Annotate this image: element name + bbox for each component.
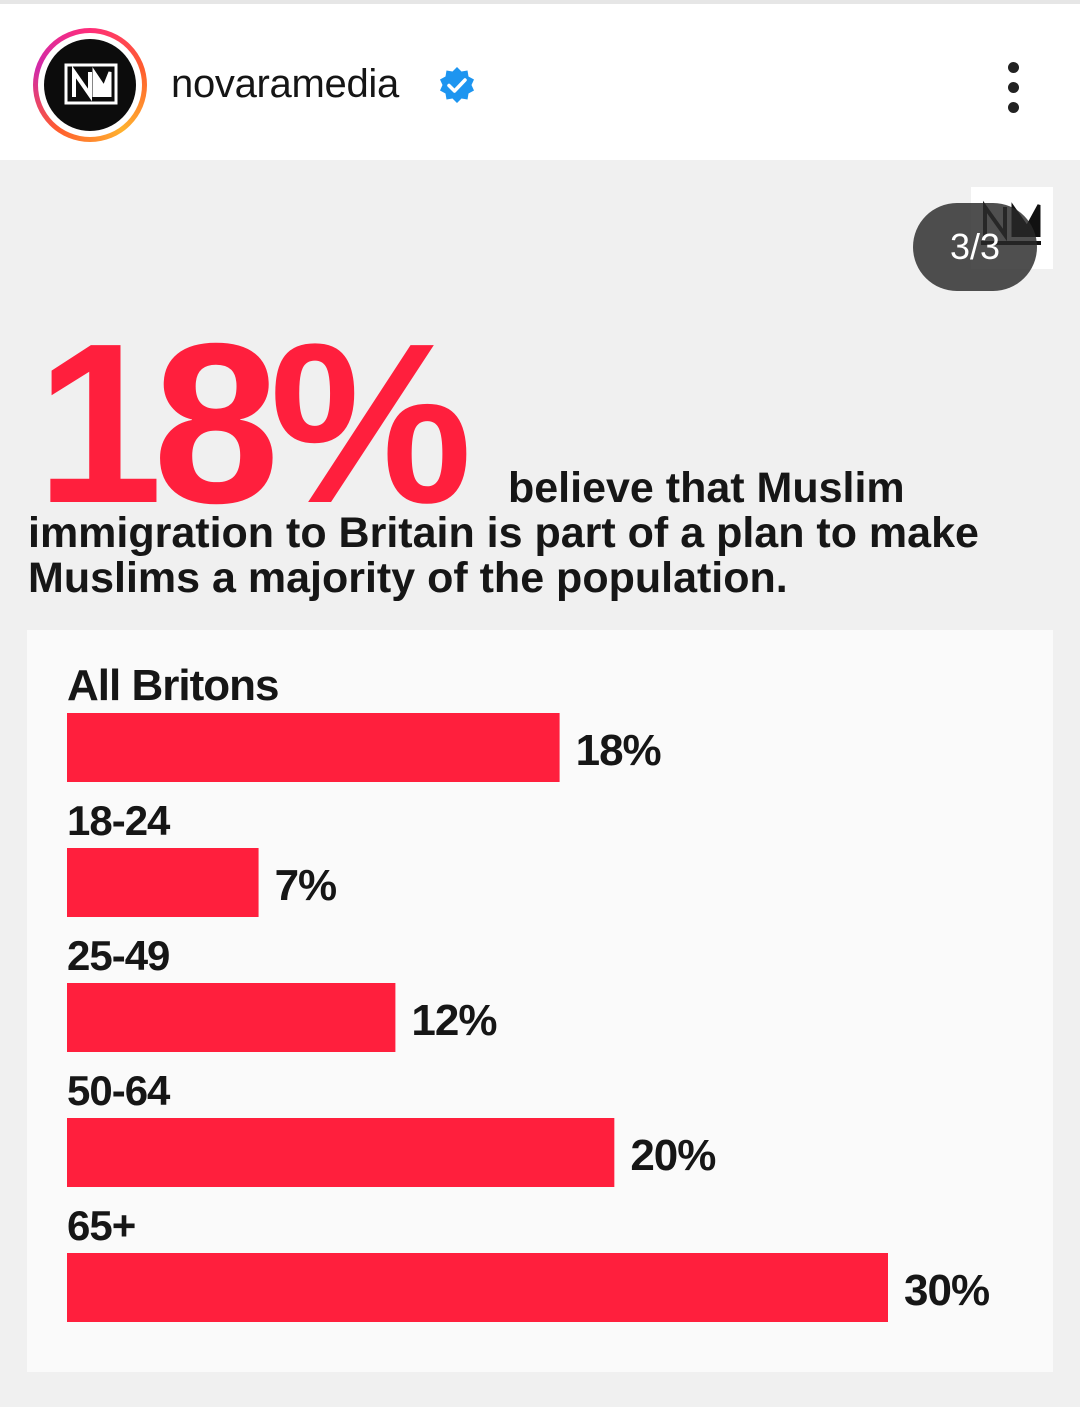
category-label: 18-24 xyxy=(67,797,171,844)
post-header: novaramedia xyxy=(0,4,1080,160)
value-label: 12% xyxy=(411,996,496,1045)
value-label: 18% xyxy=(576,726,661,775)
bar xyxy=(67,713,560,782)
slide-counter: 3/3 xyxy=(913,203,1037,291)
category-label: 65+ xyxy=(67,1202,135,1249)
bar xyxy=(67,848,259,917)
username[interactable]: novaramedia xyxy=(171,62,399,106)
value-label: 20% xyxy=(630,1131,715,1180)
novara-logo-icon[interactable] xyxy=(44,39,136,131)
headline-stat: 18% xyxy=(36,297,472,551)
bar xyxy=(67,1253,888,1322)
more-options-icon[interactable] xyxy=(996,60,1032,116)
bar-chart: All Britons 18% 18-24 7% 25-49 12% 50-64 20% 65+… xyxy=(27,630,1053,1372)
headline-rest: immigration to Britain is part of a plan… xyxy=(28,509,979,602)
verified-badge-icon xyxy=(440,67,474,103)
value-label: 7% xyxy=(275,861,337,910)
bar xyxy=(67,983,396,1052)
headline-text: believe that Muslim immigration to Brita… xyxy=(28,466,1058,601)
category-label: All Britons xyxy=(67,661,278,710)
top-divider xyxy=(0,0,1080,4)
value-label: 30% xyxy=(904,1266,989,1315)
category-label: 50-64 xyxy=(67,1067,171,1114)
category-label: 25-49 xyxy=(67,932,169,979)
story-ring[interactable] xyxy=(33,28,147,142)
headline-line-1: believe that Muslim xyxy=(508,464,905,512)
bar xyxy=(67,1118,615,1187)
post-image[interactable]: 3/3 18% believe that Muslim immigration … xyxy=(0,160,1080,1407)
